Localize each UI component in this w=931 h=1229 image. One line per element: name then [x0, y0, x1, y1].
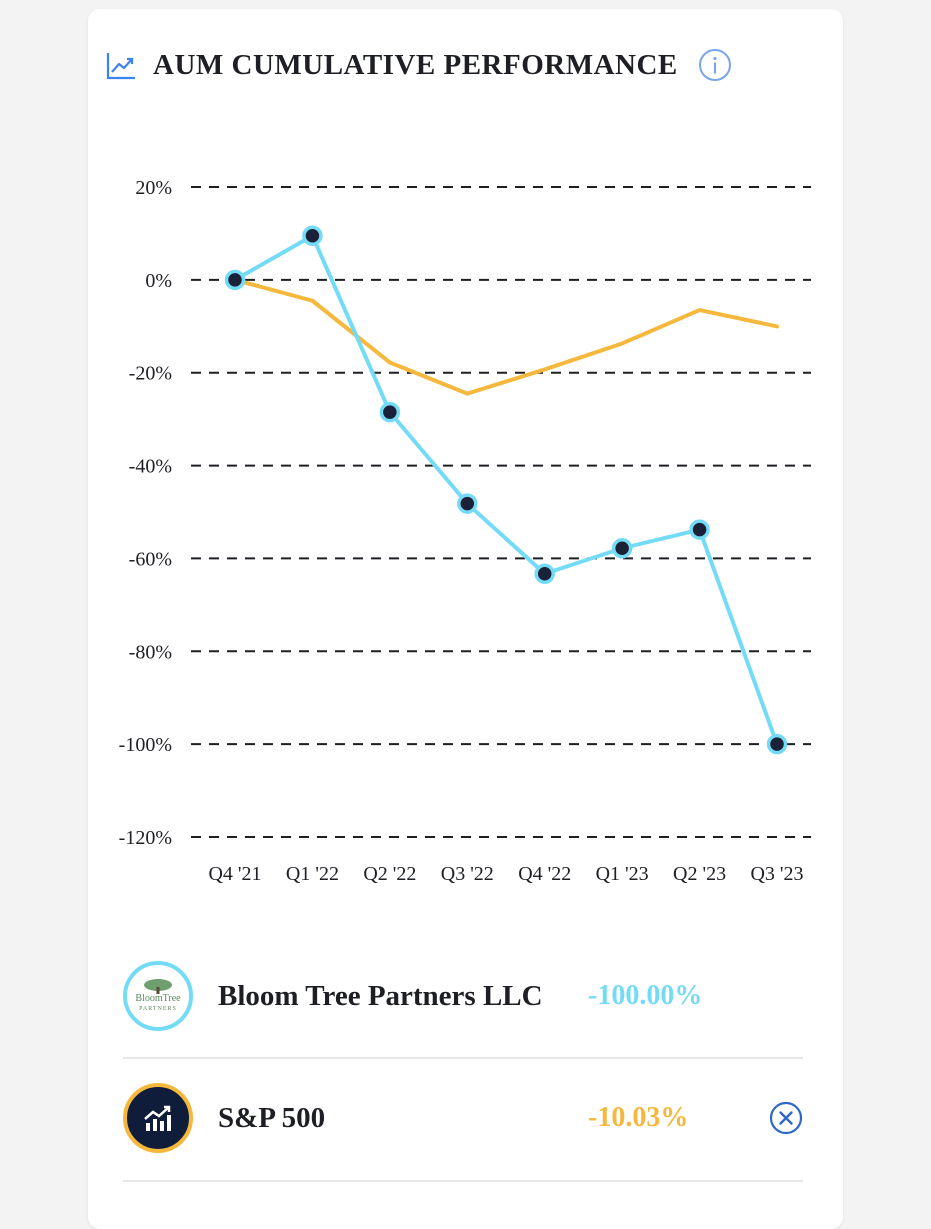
y-tick-label: -80% [129, 641, 172, 663]
info-icon[interactable] [698, 48, 732, 82]
trend-up-icon [106, 53, 135, 80]
chart-gridlines [191, 186, 811, 838]
data-point[interactable] [302, 225, 323, 246]
y-tick-label: -120% [119, 827, 172, 849]
performance-card: AUM CUMULATIVE PERFORMANCE 20% 0% -20% -40%… [88, 9, 843, 1229]
data-point[interactable] [766, 733, 788, 755]
bloom-logo-subtext: PARTNERS [139, 1006, 177, 1012]
chart-growth-icon [123, 1083, 193, 1153]
legend-value-sp500: -10.03% [588, 1102, 689, 1133]
legend-name-bloom-tree: Bloom Tree Partners LLC [218, 979, 543, 1012]
data-point[interactable] [379, 401, 401, 423]
data-point[interactable] [689, 519, 710, 540]
y-tick-label: -20% [129, 363, 172, 385]
data-point[interactable] [457, 493, 478, 514]
legend-value-bloom-tree: -100.00% [588, 980, 703, 1011]
x-axis-tick-labels: Q4 '21 Q1 '22 Q2 '22 Q3 '22 Q4 '22 Q1 '23 Q2 '… [208, 863, 803, 885]
y-tick-label: -60% [129, 548, 172, 570]
close-circle-icon[interactable] [769, 1101, 803, 1135]
x-tick-label: Q3 '23 [750, 863, 803, 885]
legend-name-sp500: S&P 500 [218, 1101, 326, 1134]
chart-title: AUM CUMULATIVE PERFORMANCE [153, 48, 678, 81]
y-tick-label: 20% [135, 177, 172, 199]
performance-line-chart: 20% 0% -20% -40% -60% -80% -100% -120% Q4 '21 Q1… [119, 177, 811, 885]
x-tick-label: Q1 '23 [596, 863, 649, 885]
legend-row-bloom-tree[interactable]: BloomTree PARTNERS Bloom Tree Partners L… [123, 956, 803, 1036]
bloom-logo-text: BloomTree [135, 993, 181, 1004]
y-axis-tick-labels: 20% 0% -20% -40% -60% -80% -100% -120% [119, 177, 172, 849]
x-tick-label: Q4 '22 [518, 863, 571, 885]
y-tick-label: 0% [145, 270, 172, 292]
legend-divider [123, 1180, 803, 1182]
x-tick-label: Q3 '22 [441, 863, 494, 885]
data-point[interactable] [534, 563, 555, 584]
data-point[interactable] [224, 269, 246, 291]
bloom-tree-logo-icon: BloomTree PARTNERS [123, 961, 193, 1031]
data-point[interactable] [611, 537, 633, 559]
x-tick-label: Q4 '21 [208, 863, 261, 885]
series-line [233, 233, 779, 747]
y-tick-label: -40% [129, 456, 172, 478]
tree-icon [144, 979, 172, 994]
x-tick-label: Q2 '23 [673, 863, 726, 885]
legend-row-sp500[interactable]: S&P 500 -10.03% [123, 1078, 803, 1158]
legend-divider [123, 1057, 803, 1059]
chart-series [224, 225, 788, 755]
x-tick-label: Q1 '22 [286, 863, 339, 885]
series-line [233, 277, 779, 396]
x-tick-label: Q2 '22 [363, 863, 416, 885]
y-tick-label: -100% [119, 734, 172, 756]
card-header: AUM CUMULATIVE PERFORMANCE [105, 45, 732, 85]
